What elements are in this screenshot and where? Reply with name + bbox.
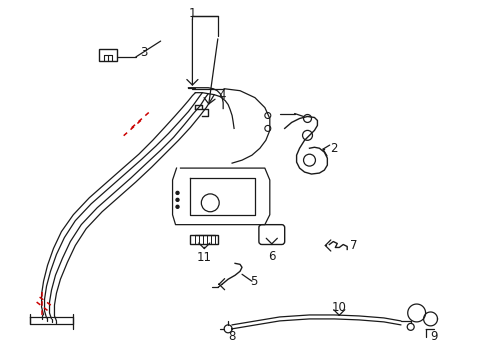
Text: 4: 4 [218,89,225,102]
Text: 8: 8 [228,330,235,343]
Text: 1: 1 [188,7,196,20]
Text: 10: 10 [331,301,346,314]
Circle shape [176,198,179,201]
Text: 7: 7 [350,239,357,252]
Text: 3: 3 [140,46,147,59]
Text: 2: 2 [330,142,337,155]
Circle shape [176,205,179,208]
Circle shape [176,192,179,194]
Text: 11: 11 [196,251,211,264]
Text: 5: 5 [250,275,257,288]
Text: 9: 9 [429,330,436,343]
Text: 6: 6 [267,250,275,263]
Bar [190,235,218,244]
